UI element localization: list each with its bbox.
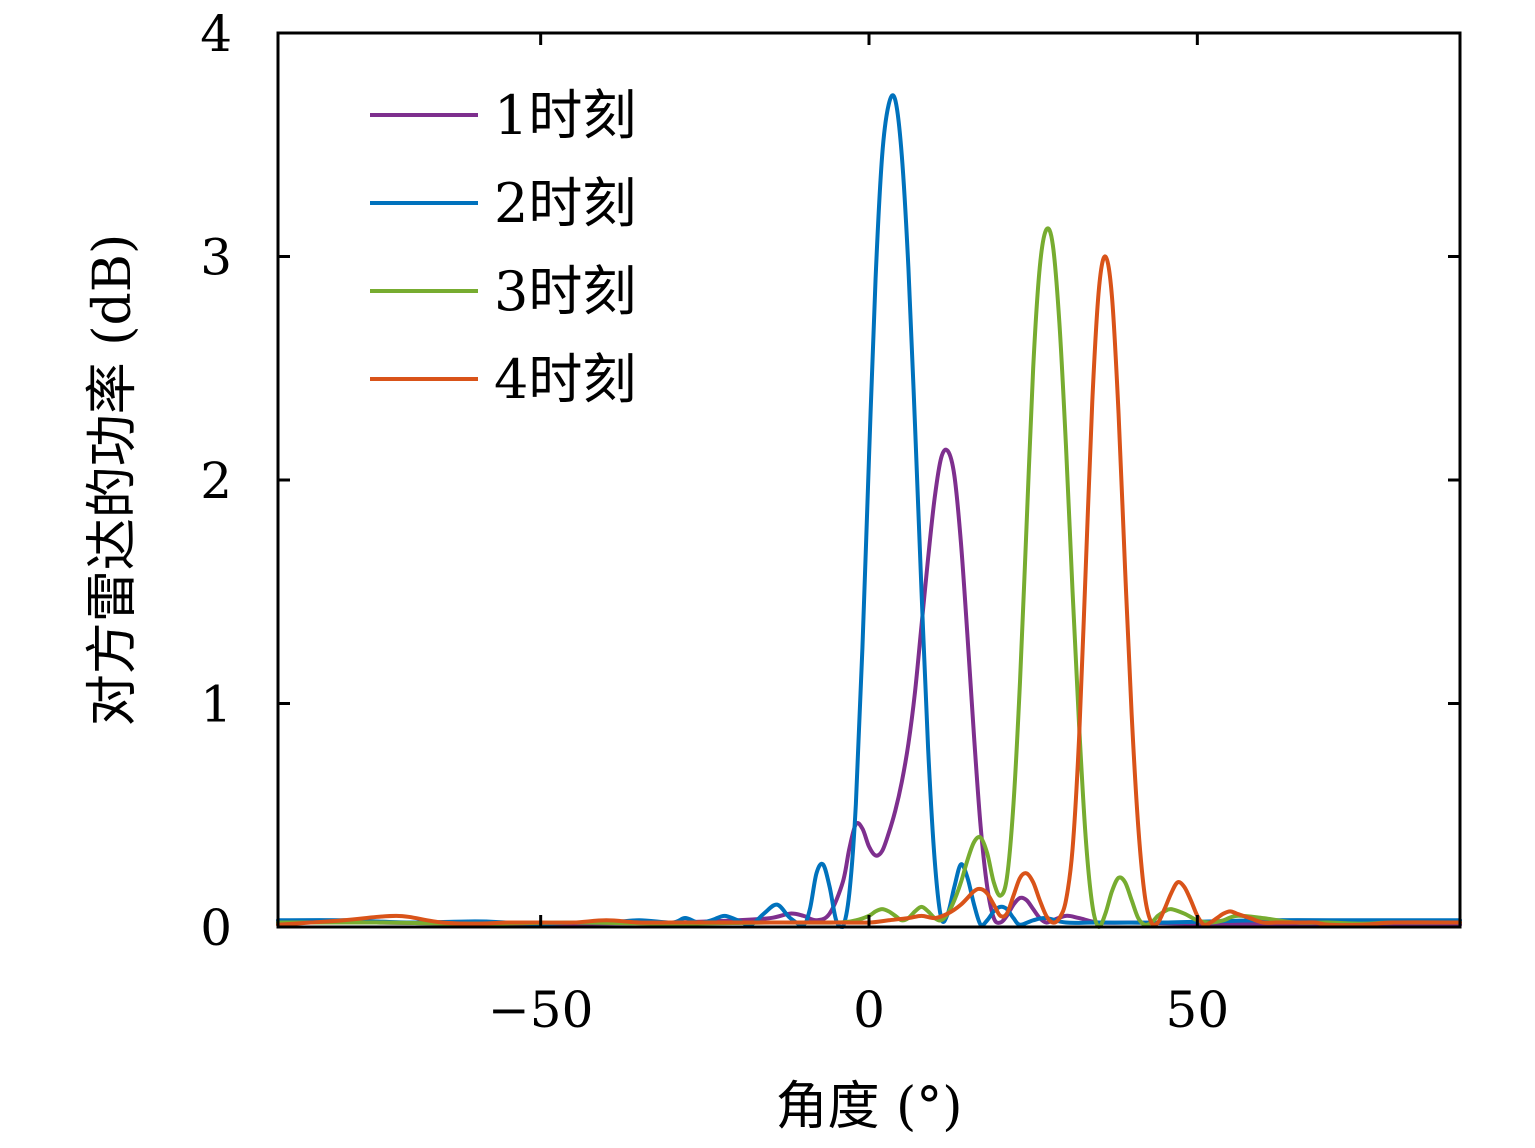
legend-label-1: 1时刻	[494, 84, 636, 147]
legend: 1时刻 2时刻 3时刻 4时刻	[370, 84, 636, 411]
series-line-1	[276, 447, 1462, 927]
y-tick-label: 4	[200, 5, 232, 63]
x-tick-label: 0	[853, 981, 885, 1039]
y-tick-label: 3	[200, 229, 232, 287]
legend-label-3: 3时刻	[494, 260, 636, 323]
y-tick-label: 1	[200, 676, 232, 734]
legend-label-2: 2时刻	[494, 172, 636, 235]
y-tick-label: 2	[200, 452, 232, 510]
y-tick-label: 0	[200, 899, 232, 957]
x-axis-title: 角度 (°)	[775, 1077, 962, 1137]
series-line-4	[276, 254, 1462, 928]
x-tick-label: −50	[488, 981, 594, 1039]
series-line-3	[276, 226, 1462, 929]
tick-layer: −50 0 50 0 1 2 3 4	[200, 5, 1460, 1039]
series-line-2	[276, 93, 1462, 929]
y-axis-title: 对方雷达的功率 (dB)	[83, 234, 143, 727]
legend-label-4: 4时刻	[494, 348, 636, 411]
series-layer	[276, 93, 1462, 929]
x-tick-label: 50	[1166, 981, 1230, 1039]
